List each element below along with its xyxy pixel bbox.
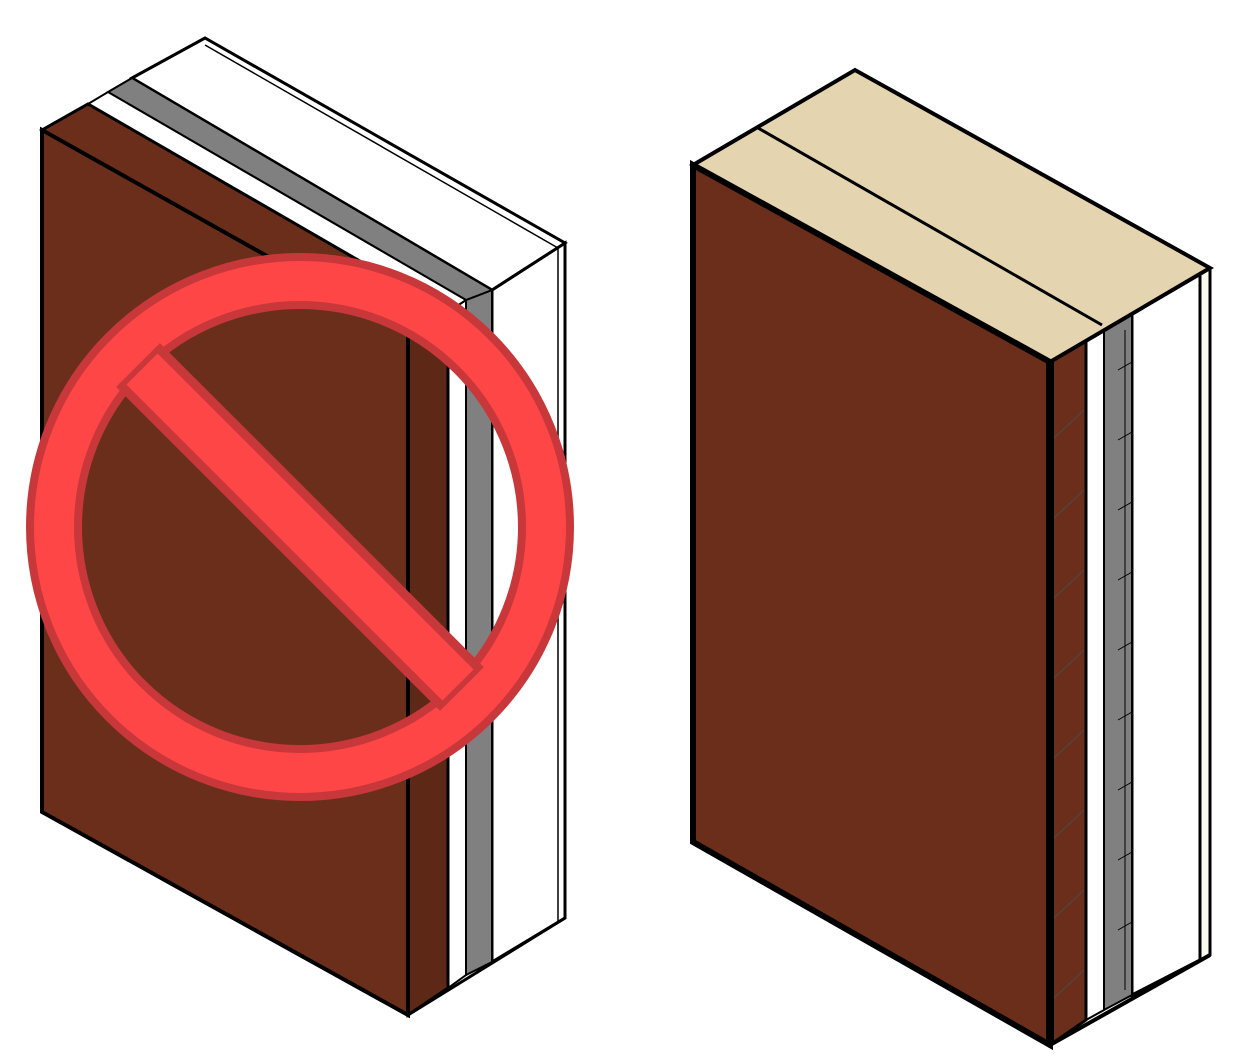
left-top-line-1 xyxy=(204,44,559,249)
right-bottom-edge xyxy=(1049,953,1211,1047)
right-brick-side-joints xyxy=(1051,409,1085,1001)
right-sheathing-side xyxy=(1130,265,1202,998)
right-air-gap-side xyxy=(1103,308,1133,1012)
prohibition-bar xyxy=(126,353,474,701)
right-air-gap-ticks xyxy=(1117,330,1133,990)
right-wall-assembly xyxy=(688,67,1215,1051)
right-top-cap-seam xyxy=(757,126,1103,327)
prohibition-icon xyxy=(26,253,574,801)
right-brick-side xyxy=(1048,337,1088,1048)
right-insulation-side xyxy=(1085,328,1105,1022)
prohibition-ring-inner xyxy=(34,261,566,793)
left-bottom-edge xyxy=(407,916,566,1017)
